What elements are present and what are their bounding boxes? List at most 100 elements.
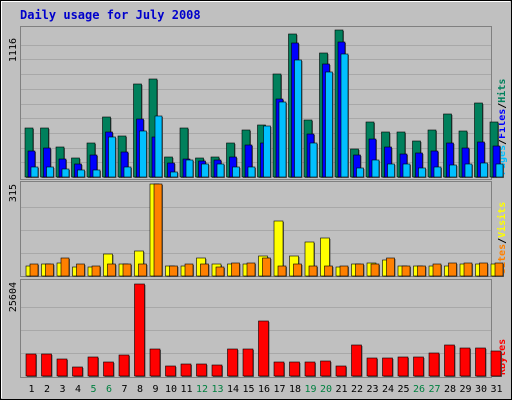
day-label: 22 [351, 384, 363, 395]
bar-pages [263, 125, 271, 178]
legend-entry: / [497, 103, 508, 109]
bar-sites [60, 257, 70, 277]
bar-kbytes [25, 353, 37, 377]
bar-pages [201, 163, 209, 178]
day-label: 14 [227, 384, 239, 395]
bar-kbytes [56, 358, 68, 377]
chart-title: Daily usage for July 2008 [20, 8, 201, 22]
bar-kbytes [149, 348, 161, 377]
bar-sites [324, 265, 333, 277]
bar-kbytes [165, 365, 176, 377]
bar-pages [464, 163, 473, 178]
gridlines [21, 45, 491, 354]
bar-pages [356, 167, 364, 178]
bar-sites [184, 263, 194, 277]
day-label: 30 [475, 384, 487, 395]
bar-pages [418, 167, 426, 178]
bar-pages [61, 168, 70, 178]
bar-sites [231, 262, 240, 277]
bar-sites [308, 265, 318, 277]
bar-sites [417, 265, 426, 277]
day-label: 4 [75, 384, 81, 395]
bar-kbytes [289, 361, 300, 377]
bar-sites [200, 263, 209, 277]
bar-sites [293, 263, 302, 277]
panel-middle-bg [20, 181, 492, 277]
bar-kbytes [304, 361, 316, 377]
bar-pages [371, 159, 380, 178]
bar-sites [29, 263, 39, 277]
day-label: 1 [28, 384, 34, 395]
day-label: 19 [304, 384, 316, 395]
bar-kbytes [273, 361, 285, 377]
bar-pages [77, 169, 85, 178]
bar-sites [246, 262, 256, 277]
bar-sites [215, 266, 225, 277]
bar-pages [154, 115, 163, 178]
day-label: 6 [106, 384, 112, 395]
bar-pages [278, 101, 287, 178]
bar-pages [387, 163, 395, 178]
bar-pages [449, 164, 457, 178]
day-label: 26 [413, 384, 425, 395]
bar-kbytes [258, 320, 269, 377]
legend-entry: Hits [496, 79, 508, 103]
bar-kbytes [242, 348, 254, 377]
day-label: 20 [320, 384, 332, 395]
bar-pages [46, 166, 54, 178]
bar-sites [494, 262, 504, 277]
bar-sites [169, 265, 178, 277]
bar-pages [247, 166, 256, 178]
bar-kbytes [413, 356, 424, 377]
bar-pages [108, 136, 116, 178]
bar-pages [185, 159, 194, 178]
day-label: 17 [273, 384, 285, 395]
bar-sites [401, 265, 411, 277]
bar-pages [309, 142, 318, 178]
bar-sites [76, 263, 85, 277]
day-labels: 1 2 3 4 5 6 7 8 9 10 11 12 13 14 15 16 17 18 19 20 21 22 23 24 2… [28, 384, 502, 395]
bar-kbytes [382, 357, 393, 377]
day-label: 15 [242, 384, 254, 395]
bar-pages [433, 166, 442, 178]
bar-pages [402, 163, 411, 178]
day-label: 11 [180, 384, 192, 395]
bar-sites [122, 263, 132, 277]
bar-sites [277, 265, 287, 277]
bar-kbytes [103, 361, 114, 377]
bar-pages [294, 59, 302, 178]
bar-sites [91, 265, 101, 277]
bar-sites [448, 262, 457, 277]
bar-kbytes [397, 356, 409, 377]
bar-kbytes [475, 347, 486, 377]
day-label: 10 [165, 384, 177, 395]
bar-kbytes [180, 363, 192, 377]
bar-sites [153, 183, 163, 277]
bar-kbytes [335, 365, 347, 377]
bar-kbytes [211, 364, 223, 377]
bar-kbytes [320, 360, 331, 377]
bottom-max-label: 25604 [8, 282, 19, 312]
bar-pages [30, 166, 39, 178]
legend-entry: Pages [497, 145, 508, 175]
day-label: 8 [137, 384, 143, 395]
bar-kbytes [428, 352, 440, 377]
day-label: 29 [459, 384, 471, 395]
bar-pages [495, 163, 504, 178]
bar-pages [123, 166, 132, 178]
bar-kbytes [366, 357, 378, 377]
day-label: 23 [366, 384, 378, 395]
bar-sites [45, 263, 54, 277]
top-max-label: 1116 [8, 38, 19, 62]
bar-sites [432, 263, 442, 277]
legend-entry: / [497, 139, 508, 145]
legend-entry: Visits [496, 202, 508, 238]
bar-kbytes [459, 347, 471, 377]
bar-kbytes [227, 348, 238, 377]
bar-kbytes [134, 283, 145, 377]
bar-kbytes [196, 363, 207, 377]
bar-pages [139, 130, 147, 178]
day-label: 13 [211, 384, 223, 395]
